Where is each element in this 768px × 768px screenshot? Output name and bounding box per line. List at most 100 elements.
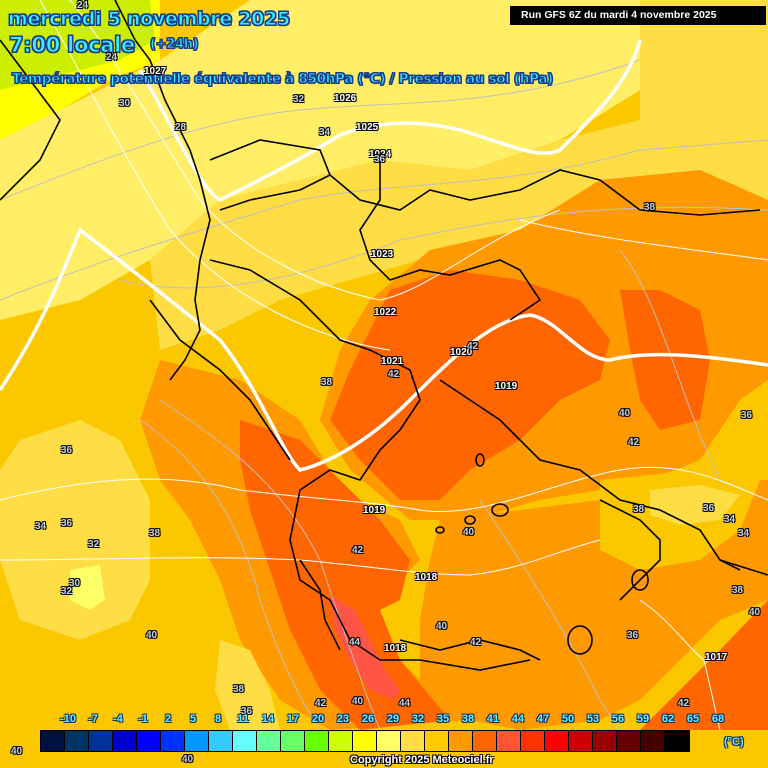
isobar-label: 1020: [450, 347, 473, 358]
temperature-label: 40: [352, 696, 364, 707]
legend-tick-label: -1: [138, 713, 148, 725]
temperature-label: 36: [61, 445, 73, 456]
legend-swatch: [137, 731, 161, 751]
legend-tick-label: 8: [214, 713, 222, 725]
temperature-label: 30: [119, 98, 131, 109]
legend-tick-label: 44: [511, 713, 525, 725]
temperature-label: 40: [146, 630, 158, 641]
map-subtitle: Température potentielle équivalente à 85…: [12, 71, 554, 88]
temperature-label: 38: [633, 504, 645, 515]
temperature-label: 32: [293, 94, 305, 105]
legend-tick-label: 17: [286, 713, 300, 725]
isobar-1020: [0, 227, 768, 472]
legend-swatch: [233, 731, 257, 751]
temperature-label: 24: [77, 0, 89, 11]
legend-tick-label: 38: [461, 713, 475, 725]
legend-tick-label: 5: [189, 713, 197, 725]
legend-tick-label: 14: [261, 713, 275, 725]
temperature-label: 42: [315, 698, 327, 709]
temperature-label: 38: [233, 684, 245, 695]
temperature-label: 34: [35, 521, 47, 532]
temp-zone-41-se: [640, 600, 768, 730]
legend-tick-label: -10: [60, 713, 76, 725]
legend-swatch: [353, 731, 377, 751]
temperature-label: 30: [69, 578, 81, 589]
temp-contours: [0, 59, 768, 731]
legend-swatch: [281, 731, 305, 751]
temp-zone-32-west: [0, 420, 150, 640]
temp-zone-35-ne: [640, 0, 768, 200]
temperature-label: 28: [175, 122, 187, 133]
temperature-label: 42: [470, 637, 482, 648]
legend-tick-label: 47: [536, 713, 550, 725]
copyright-text: Copyright 2025 Meteociel.fr: [350, 754, 494, 766]
legend-tick-label: 23: [336, 713, 350, 725]
isobar-1025: [138, 39, 642, 202]
legend-swatch: [545, 731, 569, 751]
temperature-label: 38: [644, 202, 656, 213]
legend-swatch: [305, 731, 329, 751]
legend-swatch: [89, 731, 113, 751]
temperature-label: 38: [321, 377, 333, 388]
legend-tick-label: 11: [237, 713, 249, 725]
temperature-label: 36: [374, 154, 386, 165]
temperature-label: 42: [388, 369, 400, 380]
forecast-lead-time: (+24h): [149, 37, 199, 53]
legend-tick-label: 50: [561, 713, 575, 725]
legend-swatch: [329, 731, 353, 751]
legend-swatch: [473, 731, 497, 751]
temperature-label: 40: [749, 607, 761, 618]
temp-zone-32: [0, 0, 640, 320]
isobar-label: 1019: [363, 505, 386, 516]
color-legend: [40, 730, 690, 752]
legend-swatch: [185, 731, 209, 751]
temperature-label: 32: [61, 586, 73, 597]
legend-swatch: [497, 731, 521, 751]
legend-swatch: [641, 731, 665, 751]
temperature-label: 42: [628, 437, 640, 448]
temperature-label: 40: [619, 408, 631, 419]
isobar-label: 1021: [381, 356, 404, 367]
temperature-label: 34: [319, 127, 331, 138]
isobar-label: 1023: [371, 249, 394, 260]
isobar-label: 1025: [356, 122, 379, 133]
legend-swatch: [257, 731, 281, 751]
isobar-label: 1024: [369, 149, 392, 160]
isobar-lines: [0, 0, 768, 731]
temperature-label: 38: [732, 585, 744, 596]
temperature-label: 42: [352, 545, 364, 556]
temperature-label: 38: [149, 528, 161, 539]
legend-tick-label: 2: [164, 713, 172, 725]
temp-zone-44: [330, 595, 400, 700]
legend-tick-label: 68: [711, 713, 725, 725]
isobar-label: 1017: [705, 652, 728, 663]
temperature-label: 32: [88, 539, 100, 550]
legend-swatch: [209, 731, 233, 751]
legend-swatch: [665, 731, 689, 751]
temp-zone-35-south: [215, 640, 280, 730]
legend-swatch: [617, 731, 641, 751]
legend-swatch: [65, 731, 89, 751]
temperature-label: 36: [241, 706, 253, 717]
forecast-date: mercredi 5 novembre 2025: [8, 8, 291, 31]
legend-swatch: [593, 731, 617, 751]
legend-tick-label: 65: [686, 713, 700, 725]
legend-swatch: [449, 731, 473, 751]
legend-tick-label: -4: [113, 713, 123, 725]
legend-tick-label: 32: [411, 713, 425, 725]
legend-swatch: [425, 731, 449, 751]
temperature-label: 36: [627, 630, 639, 641]
legend-swatch: [401, 731, 425, 751]
coastlines-borders: [0, 0, 768, 671]
legend-tick-label: -7: [88, 713, 98, 725]
temperature-label: 34: [738, 528, 750, 539]
temp-zone-29-west: [70, 565, 105, 610]
temperature-label: 42: [467, 341, 479, 352]
isobar-label: 1027: [144, 66, 167, 77]
temp-zone-41-sw: [240, 420, 450, 730]
temperature-label: 40: [182, 754, 194, 765]
temp-zone-26: [0, 0, 155, 90]
legend-tick-label: 53: [586, 713, 600, 725]
temperature-label: 36: [741, 410, 753, 421]
